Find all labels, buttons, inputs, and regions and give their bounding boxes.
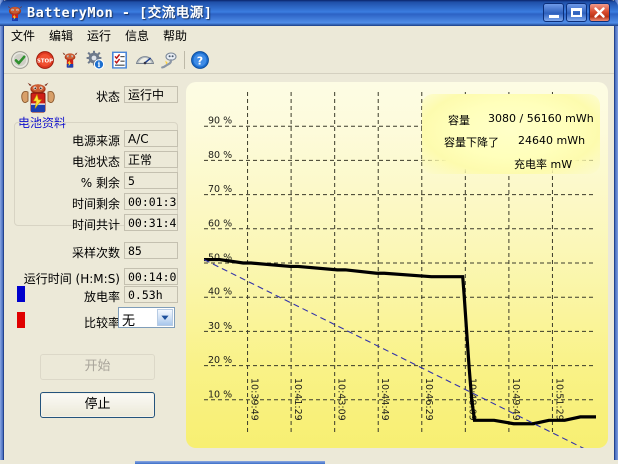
checklist-icon[interactable]	[110, 50, 130, 70]
capacity-info-box: 容量 3080 / 56160 mWh 容量下降了 24640 mWh 充电率 …	[422, 94, 600, 174]
y-axis-tick-label: 70 %	[208, 184, 232, 195]
window-border-right	[614, 0, 618, 464]
capacity-label: 容量	[448, 114, 470, 127]
capacity-drop-label: 容量下降了	[444, 136, 499, 149]
y-axis-tick-label: 60 %	[208, 218, 232, 229]
power-source-value: A/C	[124, 130, 178, 147]
chart-series-discharge	[204, 257, 596, 426]
x-axis-tick-label: 10:49:49	[510, 378, 521, 421]
menu-bar: 文件 编辑 运行 信息 帮助	[4, 26, 614, 47]
x-axis-tick-label: 10:39:49	[249, 378, 260, 421]
window-border-left	[0, 0, 4, 464]
settings-info-icon[interactable]: i	[85, 50, 105, 70]
maximize-button[interactable]	[566, 3, 587, 22]
compare-rate-selected-value: 无	[122, 314, 136, 329]
start-button[interactable]: 开始	[40, 354, 155, 380]
x-axis-tick-label: 10:51:29	[553, 378, 564, 421]
maximize-icon	[571, 8, 582, 17]
capacity-value: 3080 / 56160 mWh	[488, 112, 594, 125]
tool-bar: STOP	[4, 47, 614, 74]
battery-figure-icon	[16, 82, 60, 114]
y-axis-tick-label: 40 %	[208, 287, 232, 298]
stop-icon[interactable]: STOP	[35, 50, 55, 70]
sample-count-value: 85	[124, 242, 178, 259]
menu-run[interactable]: 运行	[87, 29, 112, 43]
percent-remaining-label: % 剩余	[80, 176, 120, 190]
time-total-value: 00:31:49	[124, 214, 178, 231]
time-remaining-value: 00:01:35	[124, 193, 178, 210]
help-icon[interactable]: ?	[190, 50, 210, 70]
discharge-rate-value: 0.53h	[124, 286, 178, 303]
battery-section-label: 电池资料	[18, 116, 67, 130]
capacity-drop-value: 24640 mWh	[518, 134, 586, 147]
power-source-label: 电源来源	[71, 134, 120, 148]
y-axis-tick-label: 80 %	[208, 150, 232, 161]
battery-icon	[6, 4, 24, 22]
battery-chart[interactable]: 90 % 80 % 70 % 60 % 50 % 40 % 30 % 20 % 10 % 10:3…	[186, 82, 608, 448]
gauge-icon[interactable]	[135, 50, 155, 70]
minimize-button[interactable]	[543, 3, 564, 22]
sample-count-label: 采样次数	[71, 246, 120, 260]
background-window-titlebar	[135, 461, 325, 464]
title-bar[interactable]: BatteryMon - [交流电源]	[0, 0, 618, 26]
runtime-value: 00:14:09	[124, 268, 178, 285]
y-axis-tick-label: 30 %	[208, 321, 232, 332]
battery-status-label: 电池状态	[71, 155, 120, 169]
menu-help[interactable]: 帮助	[163, 29, 188, 43]
y-axis-tick-label: 50 %	[208, 253, 232, 264]
client-area: 电池资料 状态 运行中 电源来源 A/C 电池状态 正常 % 剩余 5 时间剩余…	[4, 74, 614, 460]
battery-status-value: 正常	[124, 151, 178, 168]
chart-plot-area: 90 % 80 % 70 % 60 % 50 % 40 % 30 % 20 % 10 % 10:3…	[203, 92, 596, 448]
minimize-icon	[549, 15, 559, 18]
time-total-label: 时间共计	[71, 218, 120, 232]
toolbar-separator	[184, 51, 185, 69]
y-axis-tick-label: 20 %	[208, 355, 232, 366]
discharge-rate-label: 放电率	[83, 290, 120, 304]
svg-text:?: ?	[197, 54, 203, 67]
compare-rate-swatch	[17, 312, 25, 328]
x-axis-tick-label: 10:46:29	[423, 378, 434, 421]
chevron-down-icon[interactable]	[157, 309, 173, 326]
compare-rate-label: 比较率	[83, 316, 120, 330]
stop-button[interactable]: 停止	[40, 392, 155, 418]
time-remaining-label: 时间剩余	[71, 197, 120, 211]
status-label: 状态	[95, 90, 120, 104]
menu-info[interactable]: 信息	[125, 29, 150, 43]
x-axis-tick-label: 10:41:29	[292, 378, 303, 421]
run-check-icon[interactable]	[10, 50, 30, 70]
window-title: BatteryMon - [交流电源]	[27, 5, 213, 21]
discharge-rate-swatch	[17, 286, 25, 302]
compare-rate-select[interactable]: 无	[118, 307, 175, 329]
power-plug-icon[interactable]	[160, 50, 180, 70]
y-axis-tick-label: 10 %	[208, 389, 232, 400]
menu-file[interactable]: 文件	[11, 29, 36, 43]
menu-edit[interactable]: 编辑	[49, 29, 74, 43]
runtime-label: 运行时间 (H:M:S)	[23, 272, 120, 286]
svg-text:i: i	[98, 60, 101, 69]
battery-info-icon[interactable]	[60, 50, 80, 70]
chart-series-compare	[203, 259, 585, 448]
svg-text:STOP: STOP	[37, 58, 53, 64]
charge-rate-label: 充电率 mW	[514, 158, 573, 171]
x-axis-tick-label: 10:43:09	[336, 378, 347, 421]
percent-remaining-value: 5	[124, 172, 178, 189]
status-value: 运行中	[124, 86, 178, 103]
close-icon	[594, 7, 605, 18]
y-axis-tick-label: 90 %	[208, 116, 232, 127]
x-axis-tick-label: 10:44:49	[379, 378, 390, 421]
close-button[interactable]	[589, 3, 610, 22]
